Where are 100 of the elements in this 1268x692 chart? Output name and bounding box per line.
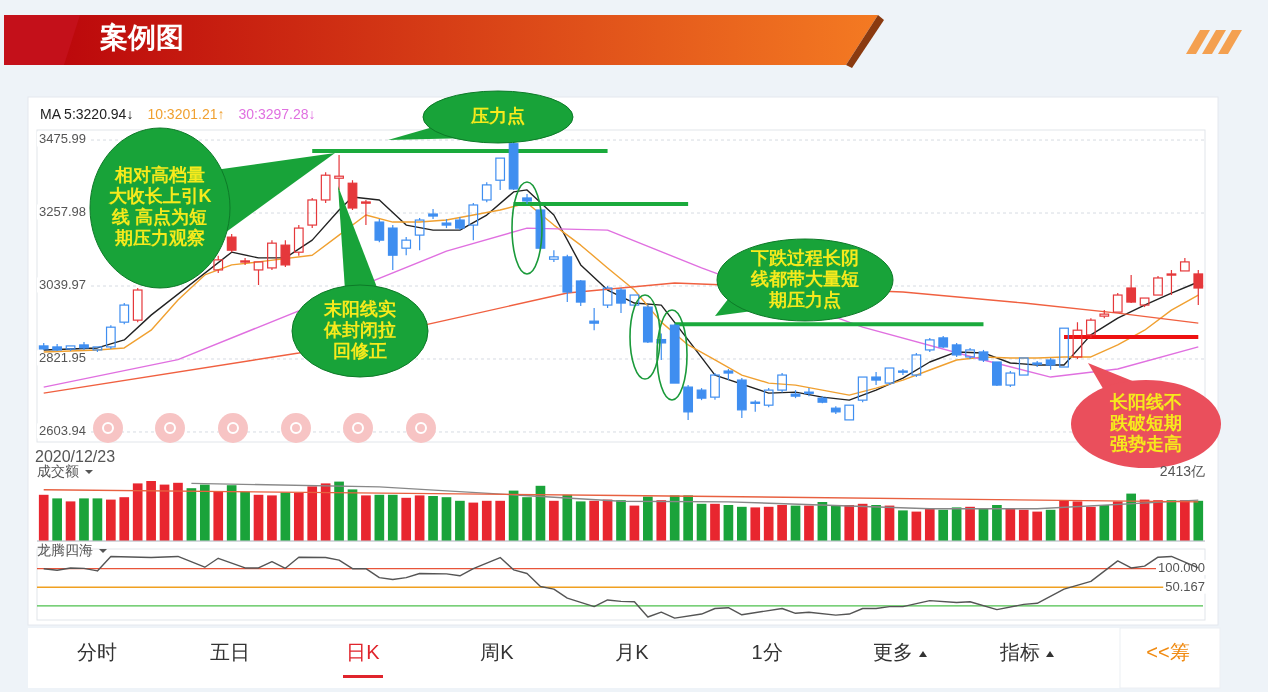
bar	[804, 505, 814, 541]
bar	[441, 497, 452, 541]
bar	[65, 501, 76, 541]
bar	[575, 501, 586, 541]
bar	[723, 505, 734, 541]
bar	[1153, 500, 1163, 541]
bar	[146, 481, 156, 541]
bar	[468, 502, 479, 541]
bar	[132, 483, 143, 541]
bar	[924, 508, 935, 541]
bar	[1099, 505, 1110, 541]
bar	[522, 497, 532, 541]
bar	[213, 491, 224, 541]
bar	[710, 503, 720, 541]
y-tick-label: 50.167	[1165, 578, 1205, 594]
text: 2413亿	[1159, 462, 1205, 479]
bar	[737, 506, 747, 541]
bar	[1086, 506, 1096, 541]
text: 分时	[77, 641, 117, 664]
candlestick	[334, 154, 344, 191]
bar	[226, 485, 237, 541]
chart-title: 龙腾四海	[37, 541, 93, 558]
candlestick	[1018, 357, 1029, 376]
text: 月K	[615, 641, 650, 664]
bar	[763, 506, 774, 541]
annotation: 下跌过程长阴线都带大量短期压力点	[750, 247, 859, 310]
annotation: 长阳线不跌破短期强势走高	[1109, 391, 1182, 454]
chart-title: 案例图	[99, 22, 184, 54]
bar	[830, 505, 841, 541]
candlestick	[1166, 269, 1177, 296]
bar	[898, 510, 908, 541]
bar	[1059, 500, 1069, 541]
text: 更多	[873, 641, 913, 664]
bar	[616, 500, 626, 541]
bar	[119, 497, 130, 541]
bar	[992, 505, 1002, 541]
candlestick	[1085, 317, 1096, 339]
text: MA 5:3220.94↓	[40, 105, 134, 122]
text: <<筹	[1146, 641, 1190, 664]
candlestick	[1059, 327, 1069, 368]
bar	[481, 500, 492, 541]
text: 周K	[480, 641, 515, 664]
bar	[240, 491, 250, 541]
candlestick	[804, 387, 814, 397]
bar	[1018, 509, 1029, 541]
candlestick	[871, 371, 881, 386]
bar	[38, 494, 49, 541]
bar	[92, 498, 103, 541]
bar	[387, 494, 398, 541]
bar	[173, 482, 183, 541]
bar	[643, 496, 653, 541]
bar	[374, 494, 385, 541]
candlestick	[589, 307, 600, 331]
text: 30:3297.28↓	[238, 105, 316, 122]
y-tick-label: 100.000	[1158, 560, 1205, 576]
candlestick	[361, 199, 371, 226]
candlestick	[428, 208, 438, 220]
candlestick	[575, 279, 586, 307]
candlestick	[1193, 269, 1204, 306]
bar	[361, 495, 371, 541]
candlestick	[1179, 257, 1190, 272]
candlestick	[844, 404, 855, 421]
bar	[428, 496, 438, 541]
bar	[280, 492, 291, 541]
bar	[253, 494, 264, 541]
candlestick	[1153, 275, 1163, 296]
y-tick-label: 2821.95	[39, 350, 86, 366]
y-tick-label: 3257.98	[39, 204, 86, 220]
bar	[334, 481, 344, 541]
text: 压力点	[470, 105, 525, 126]
candlestick	[1126, 274, 1137, 304]
bar	[495, 500, 506, 541]
bar	[267, 495, 277, 541]
text: 五日	[210, 641, 250, 664]
y-tick-label: 3039.97	[39, 277, 86, 293]
bar	[562, 494, 573, 541]
bar	[455, 500, 465, 541]
candlestick	[374, 218, 385, 243]
bar	[683, 495, 693, 541]
bar	[750, 507, 761, 541]
y-tick-label: 2603.94	[39, 423, 86, 439]
bar	[199, 484, 210, 541]
bar	[1180, 500, 1190, 541]
bar	[777, 505, 787, 541]
bar	[696, 503, 707, 541]
bar	[293, 493, 304, 541]
text: 日K	[346, 641, 381, 664]
bar	[656, 500, 667, 541]
bar	[669, 495, 680, 541]
bar	[307, 486, 318, 541]
bar	[1193, 500, 1204, 541]
candlestick	[616, 287, 626, 314]
annotation: 末阳线实体封闭拉回修正	[323, 298, 396, 361]
text: 10:3201.21↑	[147, 105, 225, 122]
bar	[938, 509, 949, 541]
candlestick	[548, 249, 559, 263]
bar	[52, 498, 62, 541]
text: 指标	[999, 641, 1040, 664]
bar	[549, 500, 559, 541]
chart-title: 成交额	[37, 462, 79, 479]
